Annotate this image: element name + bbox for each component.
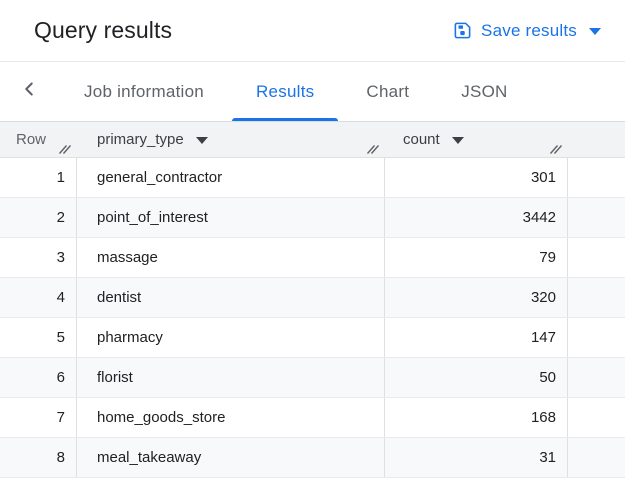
primary-type-cell: dentist xyxy=(77,278,385,317)
resize-handle-icon[interactable] xyxy=(58,143,72,155)
primary-type-cell: general_contractor xyxy=(77,158,385,197)
row-number-cell: 3 xyxy=(0,238,77,277)
results-tabbar: Job information Results Chart JSON xyxy=(0,62,625,122)
count-cell: 50 xyxy=(385,358,568,397)
table-row: 6 florist 50 xyxy=(0,358,625,398)
back-button[interactable] xyxy=(0,62,58,121)
column-menu-caret-icon[interactable] xyxy=(451,137,464,144)
table-row: 2 point_of_interest 3442 xyxy=(0,198,625,238)
filler-cell xyxy=(568,358,625,397)
row-number-cell: 1 xyxy=(0,158,77,197)
table-body: 1 general_contractor 301 2 point_of_inte… xyxy=(0,158,625,478)
tab-results[interactable]: Results xyxy=(230,62,340,121)
query-results-header: Query results Save results xyxy=(0,0,625,62)
tab-label: Job information xyxy=(84,81,204,101)
tab-label: JSON xyxy=(461,81,508,101)
column-header-count: count xyxy=(385,122,568,157)
primary-type-cell: meal_takeaway xyxy=(77,438,385,477)
column-label: count xyxy=(403,131,440,148)
resize-handle-icon[interactable] xyxy=(549,143,563,155)
tab-chart[interactable]: Chart xyxy=(340,62,435,121)
tab-label: Results xyxy=(255,81,315,101)
primary-type-cell: pharmacy xyxy=(77,318,385,357)
resize-handle-icon[interactable] xyxy=(366,143,380,155)
count-cell: 320 xyxy=(385,278,568,317)
save-results-button[interactable]: Save results xyxy=(453,21,601,41)
table-row: 8 meal_takeaway 31 xyxy=(0,438,625,478)
table-row: 1 general_contractor 301 xyxy=(0,158,625,198)
primary-type-cell: point_of_interest xyxy=(77,198,385,237)
table-row: 4 dentist 320 xyxy=(0,278,625,318)
filler-cell xyxy=(568,438,625,477)
table-row: 3 massage 79 xyxy=(0,238,625,278)
filler-cell xyxy=(568,318,625,357)
row-number-cell: 7 xyxy=(0,398,77,437)
tab-json[interactable]: JSON xyxy=(435,62,533,121)
column-header-primary-type: primary_type xyxy=(77,122,385,157)
page-title: Query results xyxy=(34,17,173,43)
row-number-cell: 4 xyxy=(0,278,77,317)
caret-down-icon xyxy=(589,28,601,35)
row-number-cell: 8 xyxy=(0,438,77,477)
filler-cell xyxy=(568,198,625,237)
column-header-filler xyxy=(568,122,625,157)
filler-cell xyxy=(568,398,625,437)
row-number-cell: 2 xyxy=(0,198,77,237)
column-label: Row xyxy=(16,131,47,148)
column-header-row: Row xyxy=(0,122,77,157)
filler-cell xyxy=(568,278,625,317)
filler-cell xyxy=(568,238,625,277)
save-icon xyxy=(453,21,472,40)
table-row: 5 pharmacy 147 xyxy=(0,318,625,358)
tab-job-information[interactable]: Job information xyxy=(58,62,230,121)
save-results-label: Save results xyxy=(481,20,577,40)
filler-cell xyxy=(568,158,625,197)
count-cell: 31 xyxy=(385,438,568,477)
tab-label: Chart xyxy=(366,81,410,101)
column-menu-caret-icon[interactable] xyxy=(195,137,208,144)
row-number-cell: 6 xyxy=(0,358,77,397)
table-row: 7 home_goods_store 168 xyxy=(0,398,625,438)
primary-type-cell: home_goods_store xyxy=(77,398,385,437)
primary-type-cell: massage xyxy=(77,238,385,277)
count-cell: 79 xyxy=(385,238,568,277)
chevron-left-icon xyxy=(18,78,40,105)
count-cell: 168 xyxy=(385,398,568,437)
primary-type-cell: florist xyxy=(77,358,385,397)
count-cell: 3442 xyxy=(385,198,568,237)
column-label: primary_type xyxy=(97,131,184,148)
table-header: Row primary_type count xyxy=(0,122,625,158)
count-cell: 301 xyxy=(385,158,568,197)
count-cell: 147 xyxy=(385,318,568,357)
row-number-cell: 5 xyxy=(0,318,77,357)
